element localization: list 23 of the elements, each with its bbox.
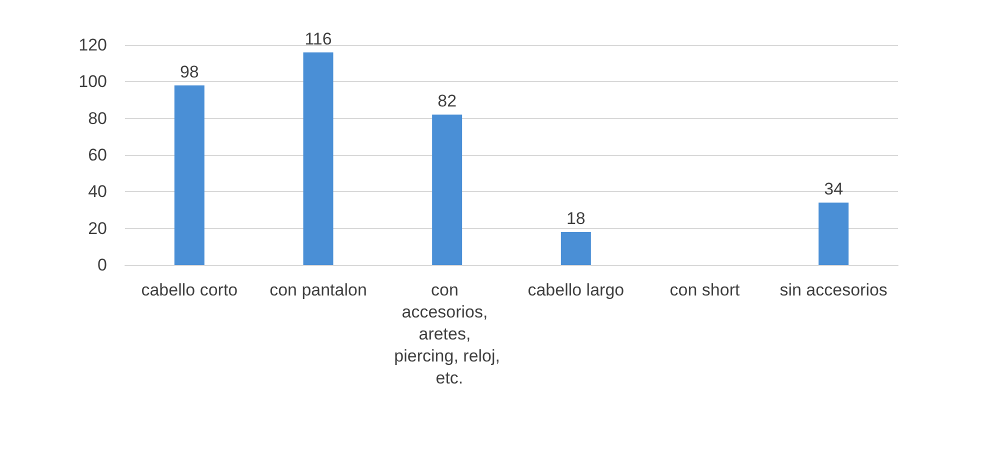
y-tick-label: 60 — [88, 146, 107, 164]
x-tick-label: sin accesorios — [780, 280, 888, 300]
bar — [303, 52, 334, 265]
bar — [432, 114, 462, 265]
y-tick-label: 80 — [88, 108, 107, 128]
x-tick-label: con pantalon — [270, 280, 367, 300]
data-label: 18 — [566, 209, 586, 228]
bar — [818, 202, 849, 265]
y-tick-label: 0 — [98, 256, 107, 274]
data-label: 116 — [304, 29, 332, 48]
x-tick-label: cabello corto — [141, 280, 238, 300]
x-tick-label: con accesorios, aretes, piercing, reloj, etc. — [394, 280, 500, 388]
bar — [174, 85, 204, 265]
x-tick-label: con short — [670, 280, 740, 300]
x-tick-label: cabello largo — [528, 280, 624, 300]
y-tick-label: 20 — [88, 218, 107, 238]
y-tick-label: 100 — [78, 72, 107, 92]
data-label: 98 — [180, 62, 199, 82]
data-label: 82 — [438, 92, 457, 111]
bar — [560, 232, 591, 265]
data-label: 34 — [824, 180, 844, 199]
y-tick-label: 120 — [78, 36, 107, 54]
y-tick-label: 40 — [88, 182, 107, 202]
